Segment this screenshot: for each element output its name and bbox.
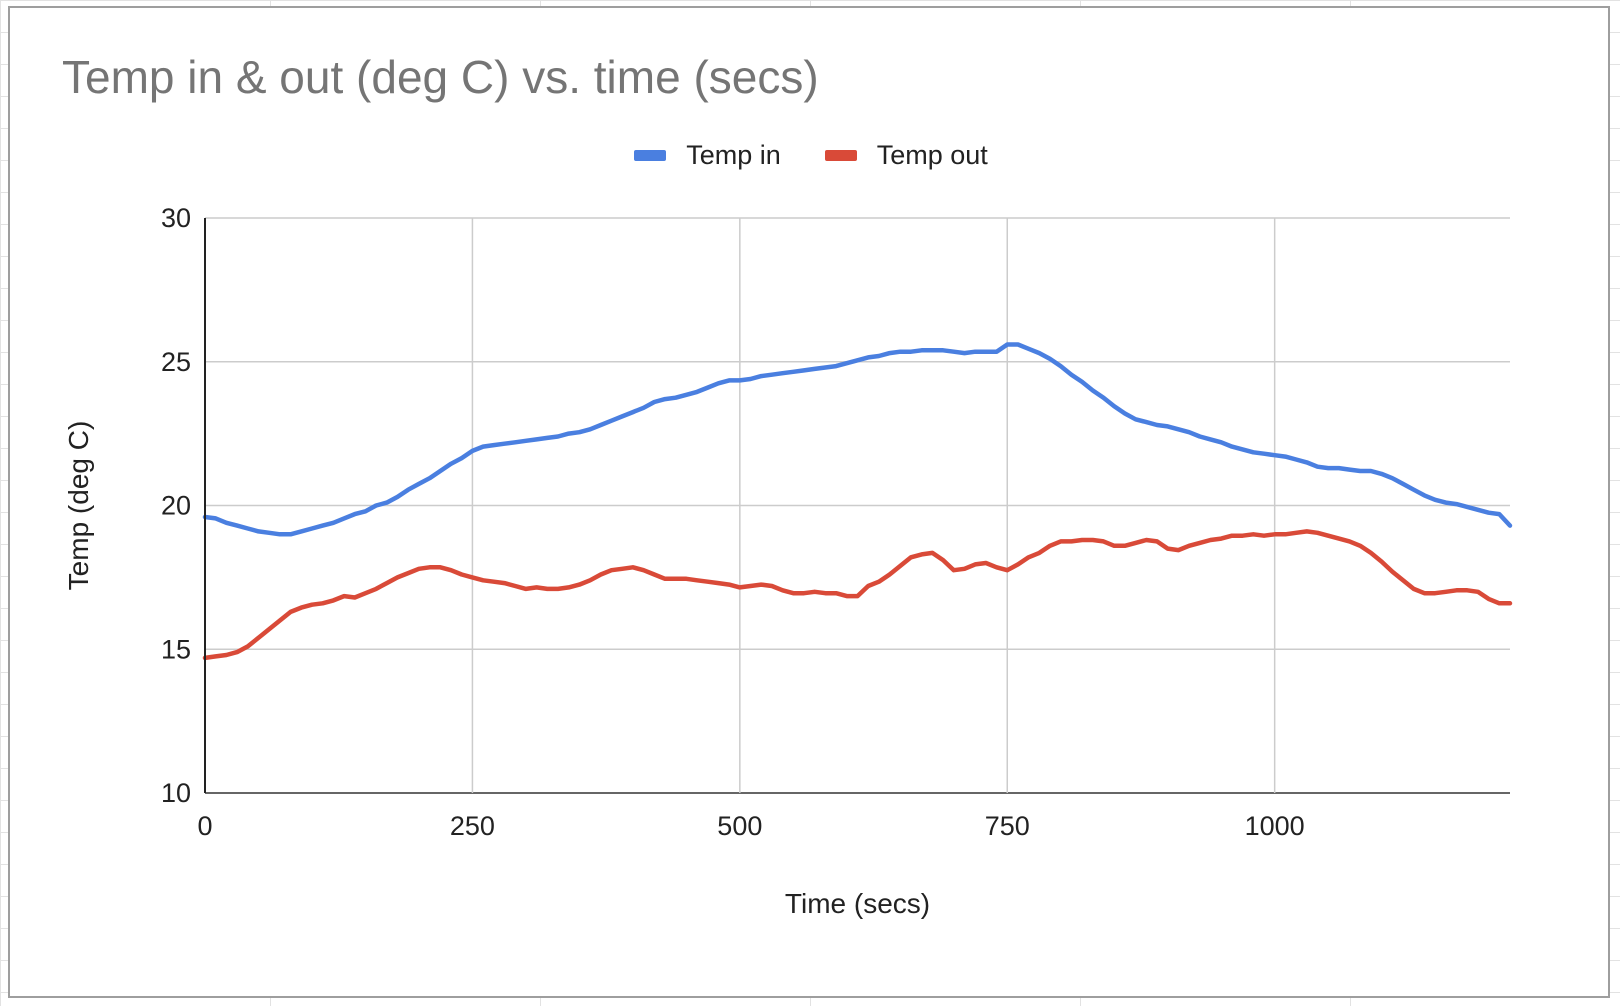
- x-tick-label-500: 500: [717, 811, 762, 841]
- y-tick-label-30: 30: [161, 203, 191, 233]
- chart-container[interactable]: Temp in & out (deg C) vs. time (secs) Te…: [8, 6, 1610, 998]
- chart-title: Temp in & out (deg C) vs. time (secs): [62, 51, 819, 103]
- x-tick-label-750: 750: [985, 811, 1030, 841]
- x-tick-label-1000: 1000: [1245, 811, 1305, 841]
- chart-legend: Temp in Temp out: [10, 140, 1612, 171]
- y-tick-label-10: 10: [161, 778, 191, 808]
- y-tick-label-20: 20: [161, 491, 191, 521]
- y-tick-label-25: 25: [161, 347, 191, 377]
- legend-item-temp-out[interactable]: Temp out: [824, 140, 988, 171]
- y-axis-title: Temp (deg C): [63, 421, 94, 591]
- plot-area: 0 250 500 750 1000 10 15 20 25 30 Time (secs) Te…: [63, 203, 1513, 919]
- x-axis-ticks: 0 250 500 750 1000: [197, 811, 1304, 841]
- legend-label-temp-out: Temp out: [876, 140, 988, 170]
- legend-swatch-temp-in: [634, 150, 667, 161]
- series-line-temp-in: [202, 342, 1513, 537]
- x-axis-title: Time (secs): [785, 888, 930, 919]
- series-line-temp-out: [202, 529, 1513, 661]
- legend-item-temp-in[interactable]: Temp in: [634, 140, 781, 171]
- series-layer: [202, 342, 1513, 661]
- y-tick-label-15: 15: [161, 634, 191, 664]
- legend-swatch-temp-out: [824, 150, 857, 161]
- x-tick-label-250: 250: [450, 811, 495, 841]
- x-tick-label-0: 0: [197, 811, 212, 841]
- gridlines: [205, 217, 1510, 794]
- y-axis-ticks: 10 15 20 25 30: [161, 203, 191, 808]
- legend-label-temp-in: Temp in: [686, 140, 781, 170]
